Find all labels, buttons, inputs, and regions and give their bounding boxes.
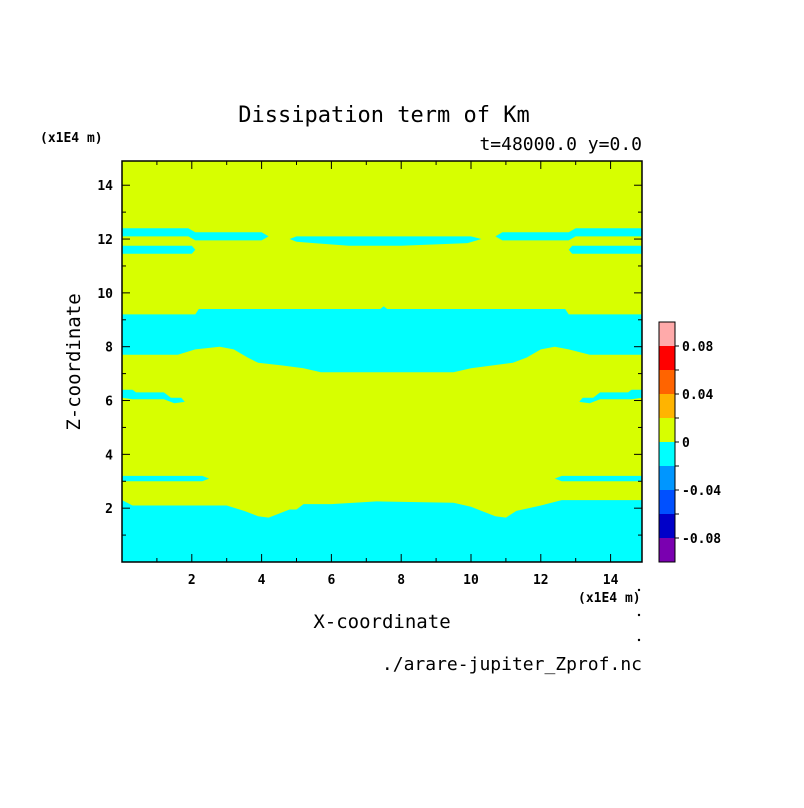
colorbar-band — [659, 418, 675, 442]
y-tick-label: 8 — [105, 341, 113, 356]
x-tick-label: 8 — [397, 573, 405, 588]
y-tick-label: 14 — [97, 179, 113, 194]
colorbar-tick-label: 0.04 — [682, 388, 713, 403]
colorbar-band — [659, 514, 675, 538]
chart-title: Dissipation term of Km — [238, 103, 529, 128]
colorbar: 0.08 0.04 0 -0.04 -0.08 — [658, 321, 721, 563]
negative-region — [122, 228, 269, 241]
negative-region — [122, 245, 196, 254]
y-tick-label: 10 — [97, 287, 113, 302]
plot-frame — [121, 160, 643, 563]
negative-region — [579, 389, 642, 404]
colorbar-band — [659, 466, 675, 490]
colorbar-tick-label: 0 — [682, 436, 690, 451]
negative-region — [495, 228, 642, 241]
marker-dot — [637, 588, 641, 592]
chart-subtitle: t=48000.0 y=0.0 — [479, 134, 642, 155]
y-tick-label: 2 — [105, 502, 113, 517]
x-tick-label: 6 — [327, 573, 335, 588]
negative-region — [122, 306, 642, 373]
negative-region — [122, 389, 185, 404]
x-tick-label: 10 — [463, 573, 479, 588]
colorbar-band — [659, 538, 675, 562]
colorbar-tick-label: -0.08 — [682, 532, 721, 547]
colorbar-tick-label: -0.04 — [682, 484, 721, 499]
colorbar-band — [659, 322, 675, 346]
negative-region — [568, 245, 642, 254]
x-axis-label: X-coordinate — [313, 611, 450, 633]
y-axis-label: Z-coordinate — [63, 293, 85, 430]
y-tick-label: 6 — [105, 395, 113, 410]
negative-region — [122, 475, 210, 482]
colorbar-band — [659, 394, 675, 418]
plot-regions — [122, 161, 642, 562]
x-tick-label: 2 — [188, 573, 196, 588]
axes: 2 4 6 8 10 12 14 2 4 6 8 10 12 14 — [97, 160, 643, 588]
colorbar-band — [659, 370, 675, 394]
y-tick-label: 4 — [105, 448, 113, 463]
x-tick-label: 12 — [533, 573, 549, 588]
negative-region — [289, 236, 482, 246]
marker-dot — [637, 613, 641, 617]
colorbar-band — [659, 346, 675, 370]
marker-dot — [637, 638, 641, 642]
footer-filename: ./arare-jupiter_Zprof.nc — [382, 654, 642, 675]
colorbar-tick-label: 0.08 — [682, 340, 713, 355]
colorbar-band — [659, 442, 675, 466]
y-unit-label: (x1E4 m) — [40, 131, 103, 146]
x-unit-label: (x1E4 m) — [578, 591, 641, 606]
x-tick-label: 14 — [603, 573, 619, 588]
negative-region — [554, 475, 642, 482]
y-tick-label: 12 — [97, 233, 113, 248]
x-tick-label: 4 — [258, 573, 266, 588]
negative-region — [122, 500, 642, 562]
colorbar-band — [659, 490, 675, 514]
